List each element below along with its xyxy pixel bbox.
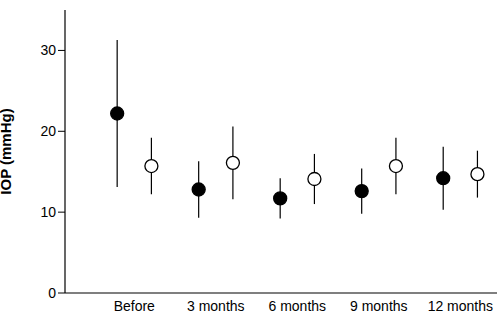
svg-text:10: 10 [40, 204, 56, 220]
svg-text:0: 0 [48, 285, 56, 301]
svg-text:Before: Before [114, 298, 155, 314]
svg-text:20: 20 [40, 123, 56, 139]
svg-text:6 months: 6 months [269, 298, 327, 314]
svg-text:12 months: 12 months [428, 298, 492, 314]
svg-text:30: 30 [40, 42, 56, 58]
svg-text:9 months: 9 months [350, 298, 408, 314]
svg-text:IOP (mmHg): IOP (mmHg) [8, 108, 14, 194]
svg-text:3 months: 3 months [187, 298, 245, 314]
